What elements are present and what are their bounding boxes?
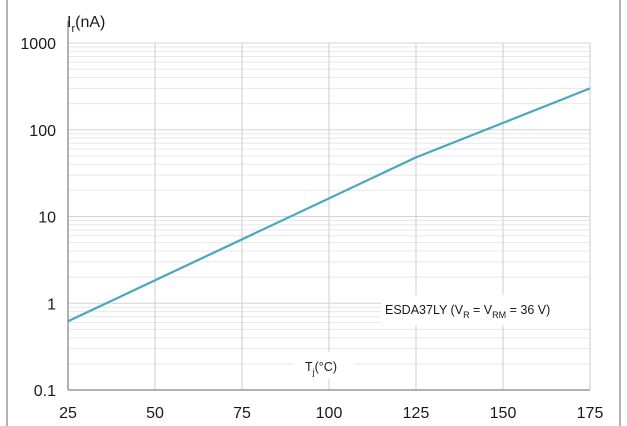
- x-tick-label: 75: [233, 405, 251, 422]
- y-tick-label: 10: [38, 210, 56, 227]
- y-tick-label: 1: [47, 296, 56, 313]
- y-tick-label: 0.1: [34, 383, 56, 400]
- x-tick-label: 125: [403, 405, 430, 422]
- x-tick-label: 150: [490, 405, 517, 422]
- y-axis-label: Ir(nA): [67, 14, 105, 35]
- y-tick-label: 100: [29, 123, 56, 140]
- x-tick-label: 175: [577, 405, 604, 422]
- x-tick-label: 100: [316, 405, 343, 422]
- grid: [68, 43, 590, 390]
- x-tick-label: 50: [146, 405, 164, 422]
- y-tick-label: 1000: [20, 36, 56, 53]
- x-tick-label: 25: [59, 405, 77, 422]
